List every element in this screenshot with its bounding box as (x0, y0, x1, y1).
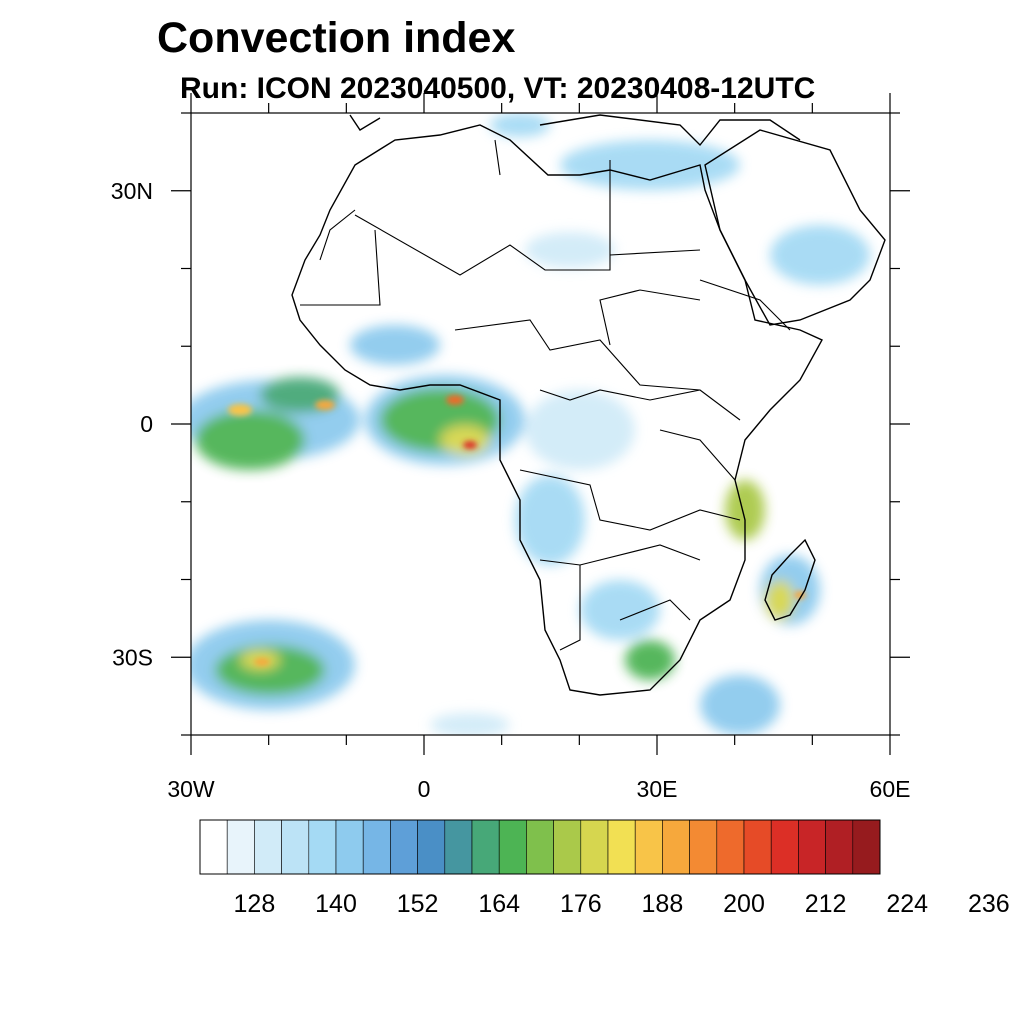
colorbar-label: 140 (315, 890, 357, 918)
colorbar-swatch (716, 819, 745, 875)
colorbar-swatch (362, 819, 391, 875)
lat-tick-label: 30S (112, 644, 153, 670)
colorbar-swatch (662, 819, 690, 875)
colorbar-swatch (254, 819, 282, 875)
axis-ticks (171, 93, 910, 755)
map-title: Convection index (157, 14, 516, 62)
colorbar-swatch (199, 819, 228, 875)
colorbar-label: 152 (397, 890, 439, 918)
colorbar-swatch (743, 819, 772, 875)
colorbar-label: 224 (886, 890, 928, 918)
colorbar-label: 236 (968, 890, 1010, 918)
colorbar-swatch (825, 819, 854, 875)
colorbar-label: 188 (642, 890, 684, 918)
lon-tick-label: 30W (167, 776, 215, 802)
colorbar-label: 200 (723, 890, 765, 918)
colorbar-swatch (580, 819, 609, 875)
colorbar-swatch (390, 819, 418, 875)
colorbar-swatch (281, 819, 310, 875)
colorbar-swatch (417, 819, 446, 875)
colorbar-label: 128 (234, 890, 276, 918)
colorbar-swatch (634, 819, 663, 875)
lon-tick-label: 30E (637, 776, 678, 802)
colorbar-swatch (308, 819, 337, 875)
lon-tick-label: 0 (418, 776, 431, 802)
lat-tick-label: 0 (140, 411, 153, 437)
colorbar-swatch (689, 819, 718, 875)
axis-labels: 30N 0 30S 30W 0 30E 60E (111, 178, 911, 802)
colorbar-swatch (553, 819, 582, 875)
map-subtitle: Run: ICON 2023040500, VT: 20230408-12UTC (180, 72, 816, 105)
lat-tick-label: 30N (111, 178, 153, 204)
colorbar-label: 164 (478, 890, 520, 918)
colorbar-swatch (335, 819, 364, 875)
colorbar-outline (199, 819, 881, 875)
colorbar-label: 176 (560, 890, 602, 918)
country-borders (300, 139, 791, 651)
colorbar: 128 140 152 164 176 188 200 212 224 236 (199, 819, 1010, 918)
colorbar-swatch (471, 819, 500, 875)
lon-tick-label: 60E (870, 776, 911, 802)
colorbar-swatch (798, 819, 826, 875)
colorbar-swatch (607, 819, 636, 875)
colorbar-swatch (226, 819, 255, 875)
colorbar-swatch (498, 819, 527, 875)
convection-field (191, 113, 870, 735)
colorbar-swatch (526, 819, 554, 875)
colorbar-swatch (444, 819, 473, 875)
coastlines (291, 114, 886, 696)
colorbar-swatch (770, 819, 799, 875)
colorbar-label: 212 (805, 890, 847, 918)
colorbar-swatch (852, 819, 881, 875)
